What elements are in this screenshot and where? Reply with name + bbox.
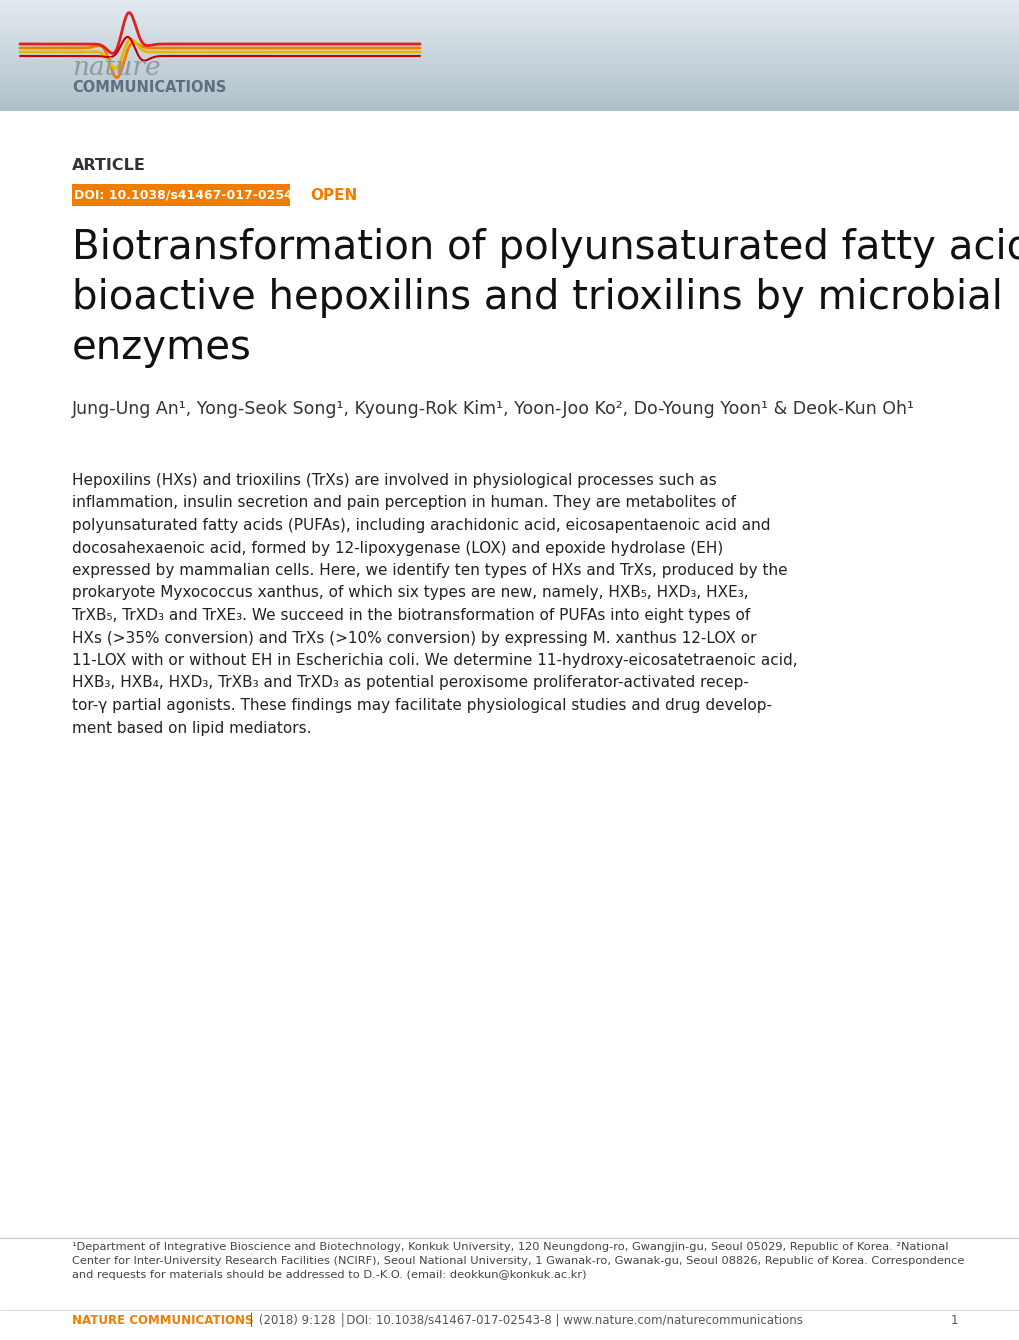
Text: HXB₃, HXB₄, HXD₃, TrXB₃ and TrXD₃ as potential peroxisome proliferator-activated: HXB₃, HXB₄, HXD₃, TrXB₃ and TrXD₃ as pot… [72,675,748,690]
Text: docosahexaenoic acid, formed by 12-lipoxygenase (LOX) and epoxide hydrolase (EH): docosahexaenoic acid, formed by 12-lipox… [72,540,722,556]
FancyBboxPatch shape [72,184,289,206]
Text: HXs (>35% conversion) and TrXs (>10% conversion) by expressing M. xanthus 12-LOX: HXs (>35% conversion) and TrXs (>10% con… [72,631,756,646]
Text: Center for Inter-University Research Facilities (NCIRF), Seoul National Universi: Center for Inter-University Research Fac… [72,1256,963,1266]
Text: ARTICLE: ARTICLE [72,158,146,173]
Text: nature: nature [72,55,160,80]
Text: TrXB₅, TrXD₃ and TrXE₃. We succeed in the biotransformation of PUFAs into eight : TrXB₅, TrXD₃ and TrXE₃. We succeed in th… [72,608,750,623]
Text: OPEN: OPEN [310,188,357,202]
Text: polyunsaturated fatty acids (PUFAs), including arachidonic acid, eicosapentaenoi: polyunsaturated fatty acids (PUFAs), inc… [72,519,769,533]
Text: inflammation, insulin secretion and pain perception in human. They are metabolit: inflammation, insulin secretion and pain… [72,496,736,511]
Text: │ (2018) 9:128 │DOI: 10.1038/s41467-017-02543-8 | www.nature.com/naturecommunica: │ (2018) 9:128 │DOI: 10.1038/s41467-017-… [248,1313,802,1327]
Text: 1: 1 [950,1313,957,1327]
Text: Hepoxilins (HXs) and trioxilins (TrXs) are involved in physiological processes s: Hepoxilins (HXs) and trioxilins (TrXs) a… [72,473,716,488]
Text: Biotransformation of polyunsaturated fatty acids to: Biotransformation of polyunsaturated fat… [72,228,1019,268]
Text: NATURE COMMUNICATIONS: NATURE COMMUNICATIONS [72,1313,254,1327]
Text: tor-γ partial agonists. These findings may facilitate physiological studies and : tor-γ partial agonists. These findings m… [72,698,771,713]
Text: ment based on lipid mediators.: ment based on lipid mediators. [72,721,311,736]
Text: bioactive hepoxilins and trioxilins by microbial: bioactive hepoxilins and trioxilins by m… [72,277,1002,318]
Text: COMMUNICATIONS: COMMUNICATIONS [72,80,226,95]
Text: ¹Department of Integrative Bioscience and Biotechnology, Konkuk University, 120 : ¹Department of Integrative Bioscience an… [72,1242,948,1252]
Text: Jung-Ung An¹, Yong-Seok Song¹, Kyoung-Rok Kim¹, Yoon-Joo Ko², Do-Young Yoon¹ & D: Jung-Ung An¹, Yong-Seok Song¹, Kyoung-Ro… [72,401,914,418]
Text: prokaryote Myxococcus xanthus, of which six types are new, namely, HXB₅, HXD₃, H: prokaryote Myxococcus xanthus, of which … [72,586,748,600]
Text: enzymes: enzymes [72,328,252,369]
Text: DOI: 10.1038/s41467-017-02543-8: DOI: 10.1038/s41467-017-02543-8 [74,189,315,201]
Text: and requests for materials should be addressed to D.-K.O. (email: deokkun@konkuk: and requests for materials should be add… [72,1270,586,1280]
Text: 11-LOX with or without EH in Escherichia coli. We determine 11-hydroxy-eicosatet: 11-LOX with or without EH in Escherichia… [72,653,797,669]
Text: expressed by mammalian cells. Here, we identify ten types of HXs and TrXs, produ: expressed by mammalian cells. Here, we i… [72,563,787,578]
